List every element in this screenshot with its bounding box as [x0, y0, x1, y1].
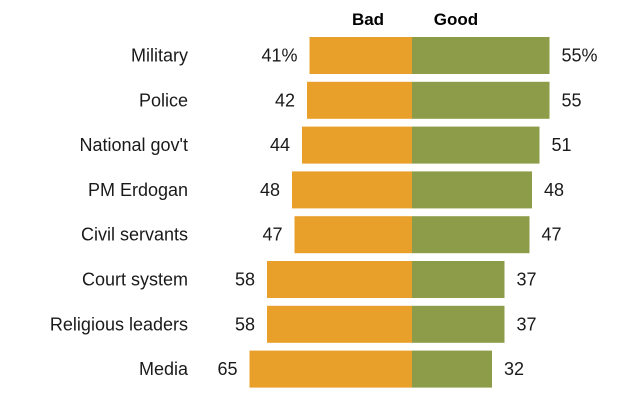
- value-label-good: 55: [562, 90, 582, 110]
- category-label: Court system: [82, 270, 188, 290]
- value-label-bad: 65: [217, 359, 237, 379]
- bar-good: [412, 81, 550, 119]
- value-label-good: 55%: [562, 46, 598, 66]
- category-label: Media: [139, 359, 189, 379]
- bar-good: [412, 37, 550, 74]
- legend-good-header: Good: [434, 10, 478, 29]
- bar-bad: [267, 261, 412, 298]
- value-label-good: 32: [504, 359, 524, 379]
- value-label-bad: 48: [260, 180, 280, 200]
- value-label-good: 47: [542, 225, 562, 245]
- category-label: Military: [131, 46, 188, 66]
- value-label-bad: 58: [235, 270, 255, 290]
- value-label-bad: 47: [262, 225, 282, 245]
- value-label-bad: 41%: [261, 46, 297, 66]
- chart-rows: Military 41% 55% Police 42 55 National gov't 44…: [50, 37, 598, 388]
- value-label-bad: 42: [275, 90, 295, 110]
- category-label: National gov't: [79, 135, 188, 155]
- category-label: PM Erdogan: [88, 180, 188, 200]
- value-label-good: 37: [517, 270, 537, 290]
- bar-bad: [302, 126, 412, 164]
- legend-bad-header: Bad: [352, 10, 384, 29]
- bar-good: [412, 305, 505, 343]
- category-label: Civil servants: [81, 225, 188, 245]
- bar-bad: [309, 37, 412, 74]
- bar-bad: [307, 81, 412, 119]
- category-label: Religious leaders: [50, 314, 188, 334]
- bar-bad: [292, 171, 412, 209]
- category-label: Police: [139, 90, 188, 110]
- value-label-good: 51: [552, 135, 572, 155]
- value-label-good: 37: [517, 314, 537, 334]
- bar-bad: [294, 216, 412, 254]
- bar-bad: [249, 350, 412, 388]
- value-label-bad: 44: [270, 135, 290, 155]
- bar-good: [412, 261, 505, 298]
- value-label-good: 48: [544, 180, 564, 200]
- bar-bad: [267, 305, 412, 343]
- bar-good: [412, 126, 540, 164]
- bar-good: [412, 216, 530, 254]
- value-label-bad: 58: [235, 314, 255, 334]
- bar-good: [412, 171, 532, 209]
- bar-good: [412, 350, 492, 388]
